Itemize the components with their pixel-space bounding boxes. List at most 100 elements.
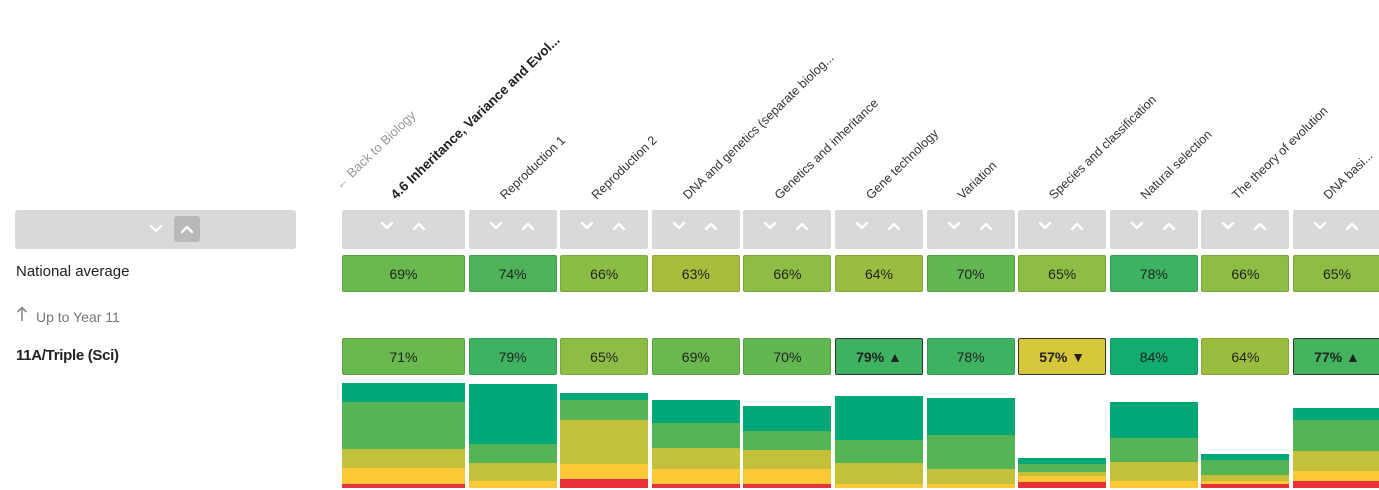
national-average-cell[interactable]: 78% [1109,255,1198,292]
group-score-cell[interactable]: 70% [743,338,832,375]
grade-distribution-bar[interactable] [1293,384,1379,488]
grade-segment [1201,484,1290,488]
grade-distribution-bar[interactable] [835,384,923,488]
grade-segment [1109,462,1198,481]
grade-distribution-bar[interactable] [651,384,740,488]
topic-column: 78% 84% [1109,0,1198,490]
group-score-cell[interactable]: 64% [1201,338,1290,375]
grade-segment [926,435,1015,469]
group-score-cell[interactable]: 57% ▼ [1018,338,1107,375]
chevron-down-icon[interactable] [672,219,686,234]
grade-segment [1201,481,1290,484]
grade-distribution-bar[interactable] [1018,384,1107,488]
chevron-down-icon[interactable] [1038,219,1052,234]
grade-segment [651,423,740,448]
column-sort-control [1201,210,1290,249]
group-score-cell[interactable]: 79% [468,338,557,375]
grade-distribution-bar[interactable] [342,383,465,488]
grade-distribution-bar[interactable] [743,384,832,488]
grade-segment [835,463,923,484]
grade-distribution-bar[interactable] [560,384,649,488]
chevron-down-icon[interactable] [1313,219,1327,234]
chevron-up-icon[interactable] [612,219,626,234]
grade-segment [342,383,465,402]
grade-segment [1293,451,1379,471]
chevron-down-icon[interactable] [855,219,869,234]
national-average-cell[interactable]: 65% [1018,255,1107,292]
up-to-year-link[interactable]: Up to Year 11 [16,306,120,327]
group-score-cell[interactable]: 71% [342,338,465,375]
group-score-cell[interactable]: 69% [651,338,740,375]
chevron-up-icon[interactable] [1162,219,1176,234]
group-score-cell[interactable]: 77% ▲ [1293,338,1379,375]
grade-segment [1293,471,1379,481]
national-average-cell[interactable]: 65% [1293,255,1379,292]
national-average-cell[interactable]: 66% [743,255,832,292]
grade-segment [1018,464,1107,472]
grade-segment [1109,481,1198,488]
grade-segment [651,400,740,423]
topic-column: 74% 79% [468,0,557,490]
column-sort-control [1109,210,1198,249]
chevron-up-icon[interactable] [704,219,718,234]
grade-segment [1109,402,1198,438]
chevron-up-icon[interactable] [979,219,993,234]
grade-distribution-bar[interactable] [926,384,1015,488]
grade-distribution-bar[interactable] [468,384,557,488]
chevron-down-icon[interactable] [580,219,594,234]
grade-segment [743,484,832,488]
grade-segment [835,484,923,488]
grade-segment [835,396,923,440]
group-score-cell[interactable]: 65% [560,338,649,375]
chevron-down-icon[interactable] [1221,219,1235,234]
grade-segment [651,484,740,488]
chevron-up-icon[interactable] [412,219,426,234]
column-sort-control [1293,210,1379,249]
grade-segment [1018,476,1107,482]
national-average-cell[interactable]: 64% [835,255,923,292]
chevron-down-icon[interactable] [1130,219,1144,234]
national-average-cell[interactable]: 63% [651,255,740,292]
grade-segment [1018,472,1107,476]
grade-segment [342,449,465,468]
grade-segment [1109,438,1198,462]
topic-column: 66% 64% [1201,0,1290,490]
chevron-down-icon[interactable] [489,219,503,234]
group-score-cell[interactable]: 79% ▲ [835,338,923,375]
chevron-down-icon[interactable] [380,219,394,234]
chevron-up-icon[interactable] [795,219,809,234]
chevron-up-icon[interactable] [1253,219,1267,234]
chevron-up-icon[interactable] [1070,219,1084,234]
national-average-cell[interactable]: 74% [468,255,557,292]
grade-segment [743,431,832,450]
grade-segment [1293,408,1379,420]
chevron-up-icon[interactable] [1345,219,1359,234]
column-sort-control [926,210,1015,249]
national-average-cell[interactable]: 70% [926,255,1015,292]
chevron-down-icon[interactable] [143,216,169,242]
grade-distribution-bar[interactable] [1109,384,1198,488]
grade-distribution-bar[interactable] [1201,384,1290,488]
row-sort-control [15,210,296,249]
national-average-cell[interactable]: 69% [342,255,465,292]
grade-segment [342,468,465,484]
national-average-label: National average [16,263,130,280]
chevron-up-icon[interactable] [521,219,535,234]
chevron-down-icon[interactable] [947,219,961,234]
column-sort-control [468,210,557,249]
grade-segment [468,463,557,481]
chevron-up-icon[interactable] [174,216,200,242]
group-score-cell[interactable]: 84% [1109,338,1198,375]
group-score-cell[interactable]: 78% [926,338,1015,375]
topic-column: 65% 77% ▲ [1293,0,1379,490]
grade-segment [1018,482,1107,488]
chevron-up-icon[interactable] [887,219,901,234]
grade-segment [1293,481,1379,488]
grade-segment [743,450,832,469]
grade-segment [342,402,465,449]
chevron-down-icon[interactable] [763,219,777,234]
national-average-cell[interactable]: 66% [1201,255,1290,292]
grade-segment [468,444,557,463]
national-average-cell[interactable]: 66% [560,255,649,292]
